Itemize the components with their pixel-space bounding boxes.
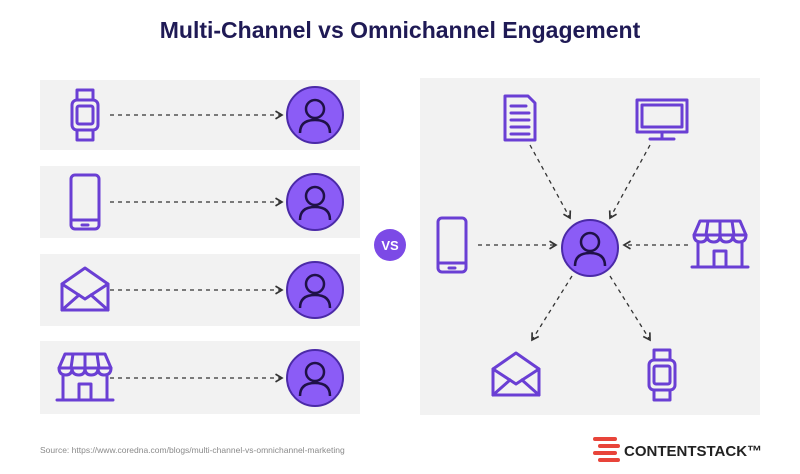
arrow xyxy=(529,144,572,220)
source: Source: https://www.coredna.com/blogs/mu… xyxy=(40,445,345,455)
multi-channel xyxy=(40,80,360,414)
brand: CONTENTSTACK™ xyxy=(624,443,762,460)
customer xyxy=(285,260,345,320)
customer xyxy=(285,172,345,232)
vs-label: VS xyxy=(381,238,399,253)
omnichannel xyxy=(420,78,760,415)
customer xyxy=(285,85,345,145)
customer xyxy=(560,218,620,278)
brand-logo: CONTENTSTACK™ xyxy=(593,437,762,462)
title: Multi-Channel vs Omnichannel Engagement xyxy=(160,17,641,43)
arrow xyxy=(608,144,651,220)
customer xyxy=(285,348,345,408)
vs-badge xyxy=(374,229,406,261)
